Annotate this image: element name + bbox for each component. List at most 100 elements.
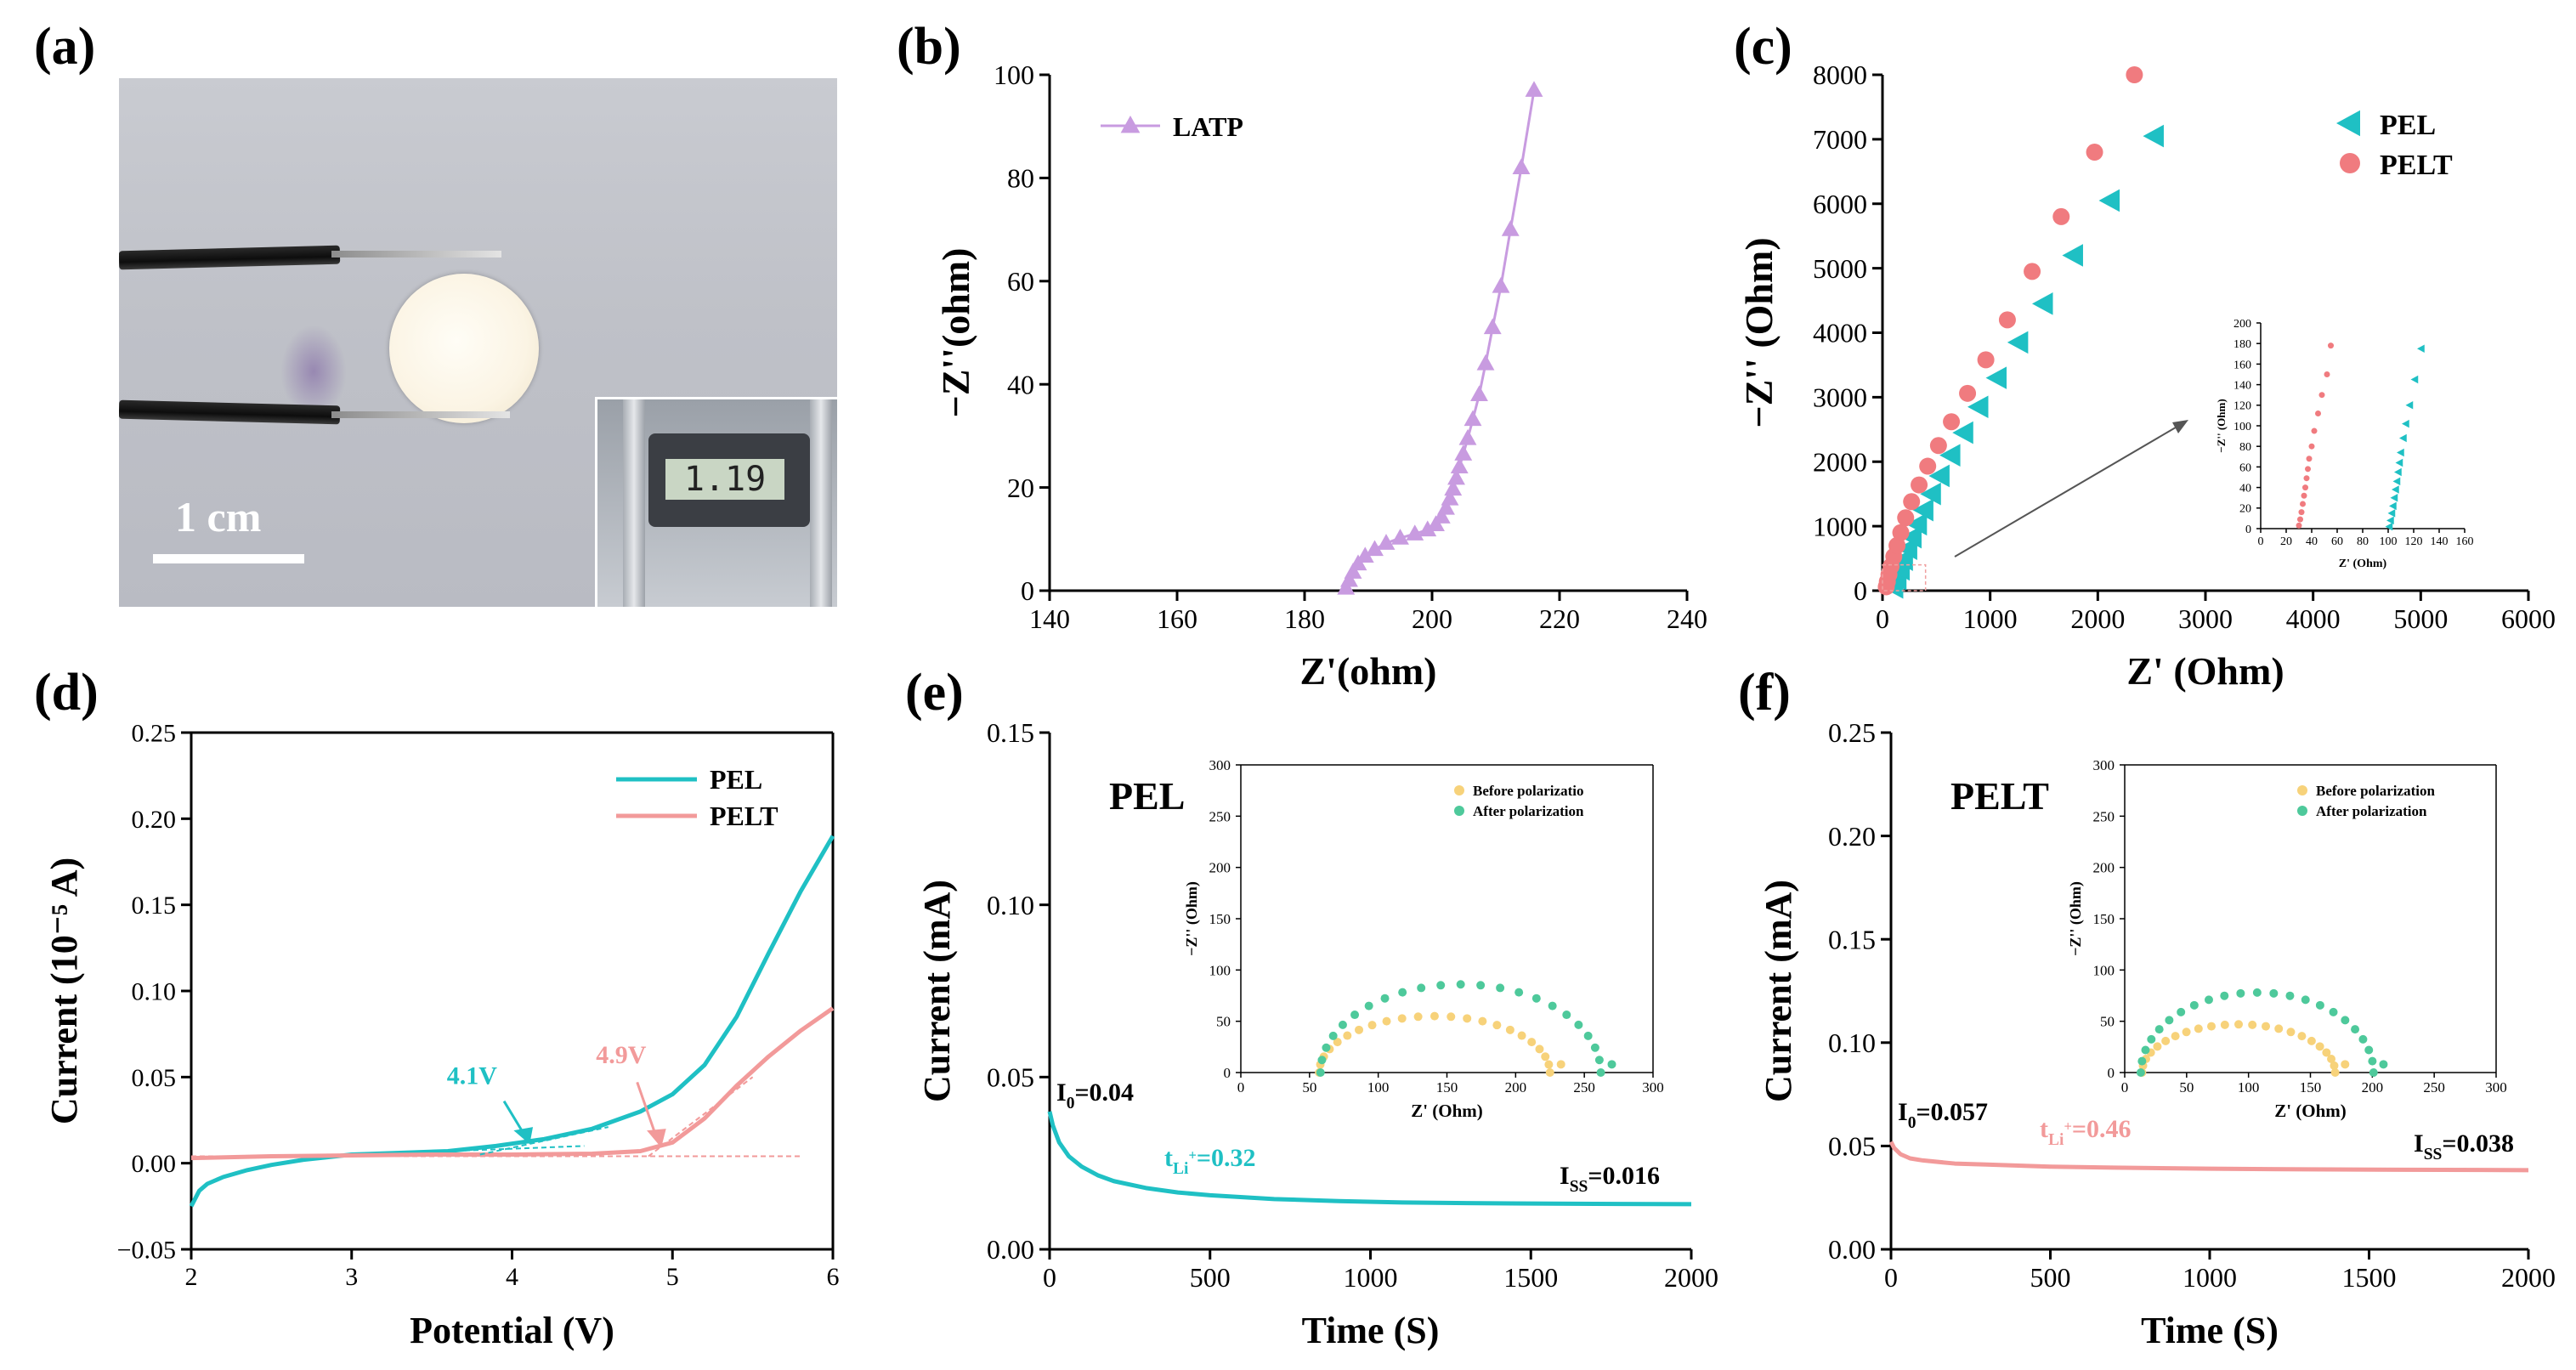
inset-pel-point xyxy=(2395,458,2403,467)
pelt-data-point xyxy=(1977,351,1995,369)
pelt-data-point xyxy=(1897,509,1915,527)
before-polarization-point xyxy=(2315,1042,2324,1051)
y-tick-label: 60 xyxy=(2239,461,2251,474)
y-tick-label: 0.20 xyxy=(1828,821,1876,852)
latp-data-point xyxy=(1377,534,1396,550)
y-axis-label: −Z'' (Ohm) xyxy=(1737,237,1781,427)
legend-label-pelt: PELT xyxy=(710,801,778,831)
pelt-data-point xyxy=(1903,493,1921,511)
x-tick-label: 4 xyxy=(506,1263,518,1291)
transference-number-annotation: tLi+=0.32 xyxy=(1164,1144,1255,1178)
i0-annotation: I0=0.057 xyxy=(1898,1098,1988,1132)
x-tick-label: 150 xyxy=(2300,1079,2322,1095)
after-polarization-point xyxy=(2285,991,2295,1000)
pel-data-point xyxy=(2098,189,2120,212)
before-polarization-point xyxy=(1527,1038,1537,1047)
onset-arrowhead-pel xyxy=(513,1127,534,1145)
after-polarization-point xyxy=(2137,1056,2147,1066)
y-tick-label: 300 xyxy=(1209,757,1231,773)
x-tick-label: 180 xyxy=(1284,603,1325,634)
y-tick-label: 60 xyxy=(1007,266,1034,297)
inset-pelt-point xyxy=(2315,410,2321,416)
inset-pel-point xyxy=(2397,448,2404,457)
y-axis-label: Current (mA) xyxy=(1758,880,1799,1102)
chart-c: 0 1000 2000 3000 4000 5000 6000010002000300040… xyxy=(1737,59,2556,693)
pel-data-point xyxy=(1920,482,1941,506)
x-tick-label: 200 xyxy=(1505,1079,1527,1095)
latp-data-point xyxy=(1366,540,1384,557)
inset-pel-point xyxy=(2386,516,2394,525)
x-tick-label: 40 xyxy=(2306,535,2318,548)
y-tick-label: 40 xyxy=(1007,369,1034,399)
onset-arrow-pelt xyxy=(636,1081,658,1138)
y-tick-label: 4000 xyxy=(1813,318,1867,348)
x-tick-label: 100 xyxy=(1367,1079,1390,1095)
after-polarization-point xyxy=(1607,1060,1616,1069)
caliper-jaw-right xyxy=(810,399,832,607)
after-polarization-point xyxy=(2341,1016,2350,1025)
x-tick-label: 20 xyxy=(2280,535,2292,548)
y-tick-label: −0.05 xyxy=(117,1237,176,1265)
x-axis-label: Time (S) xyxy=(1302,1310,1440,1351)
x-tick-label: 220 xyxy=(1539,603,1580,634)
latp-data-point xyxy=(1470,385,1488,402)
x-tick-label: 160 xyxy=(1157,603,1197,634)
pelt-data-point xyxy=(2024,263,2041,280)
membrane-disc xyxy=(389,274,539,423)
tweezer-bottom-tip xyxy=(331,411,510,418)
before-polarization-point xyxy=(1382,1016,1391,1026)
after-polarization-point xyxy=(2147,1034,2156,1044)
inset-pelt-point xyxy=(2300,501,2306,507)
x-tick-label: 1000 xyxy=(2183,1262,2237,1293)
x-tick-label: 100 xyxy=(2238,1079,2260,1095)
before-polarization-point xyxy=(1545,1068,1554,1077)
latp-data-point xyxy=(1450,457,1469,474)
y-tick-label: 200 xyxy=(2093,860,2115,876)
before-polarization-point xyxy=(1535,1044,1544,1054)
pel-lsv-line xyxy=(189,835,835,1208)
inset-pelt-point xyxy=(2318,392,2325,399)
pelt-data-point xyxy=(1892,524,1910,541)
x-tick-label: 5000 xyxy=(2393,603,2448,634)
inset-pel-point xyxy=(2389,501,2397,511)
y-tick-label: 80 xyxy=(1007,163,1034,194)
inset-legend-marker xyxy=(2297,806,2307,816)
x-tick-label: 2000 xyxy=(2070,603,2125,634)
y-tick-label: 100 xyxy=(994,59,1034,90)
pel-data-point xyxy=(2062,244,2083,267)
before-polarization-point xyxy=(2207,1022,2216,1031)
chart-e-inset: 0 50 100 150 200 250 300 0 50 100 150 200 250 300 Z' (… xyxy=(1183,757,1664,1121)
pel-data-point xyxy=(1967,395,1989,419)
pelt-tangent-dash xyxy=(648,1076,754,1158)
before-polarization-point xyxy=(1333,1038,1342,1047)
inset-legend-marker xyxy=(2297,785,2307,795)
pelt-data-point xyxy=(1888,536,1906,554)
y-tick-label: 120 xyxy=(2233,400,2251,413)
inset-pel-point xyxy=(2392,477,2401,486)
y-tick-label: 250 xyxy=(1209,808,1231,824)
inset-pelt-point xyxy=(2324,371,2330,377)
inset-legend-label: Before polarization xyxy=(2316,783,2435,799)
x-tick-label: 120 xyxy=(2405,535,2423,548)
x-tick-label: 0 xyxy=(1237,1079,1245,1095)
membrane-photo: 1 cm 1.19 xyxy=(119,78,837,607)
latp-data-point xyxy=(1483,318,1502,335)
latp-data-point xyxy=(1476,354,1495,371)
legend-marker-pelt xyxy=(2340,153,2360,173)
x-tick-label: 2000 xyxy=(2501,1262,2556,1293)
x-tick-label: 50 xyxy=(2179,1079,2194,1095)
x-tick-label: 5 xyxy=(666,1263,679,1291)
panel-label-c: (c) xyxy=(1734,18,1792,76)
before-polarization-point xyxy=(2327,1055,2336,1064)
x-tick-label: 240 xyxy=(1667,603,1707,634)
legend-label-pel: PEL xyxy=(2380,110,2436,141)
x-axis-label: Z' (Ohm) xyxy=(2339,558,2387,570)
inset-pelt-point xyxy=(2297,516,2303,523)
after-polarization-point xyxy=(1596,1068,1605,1077)
x-tick-label: 500 xyxy=(1190,1262,1231,1293)
x-tick-label: 6 xyxy=(827,1263,840,1291)
x-tick-label: 3 xyxy=(345,1263,358,1291)
x-tick-label: 0 xyxy=(2121,1079,2129,1095)
pel-data-point xyxy=(1912,498,1933,522)
